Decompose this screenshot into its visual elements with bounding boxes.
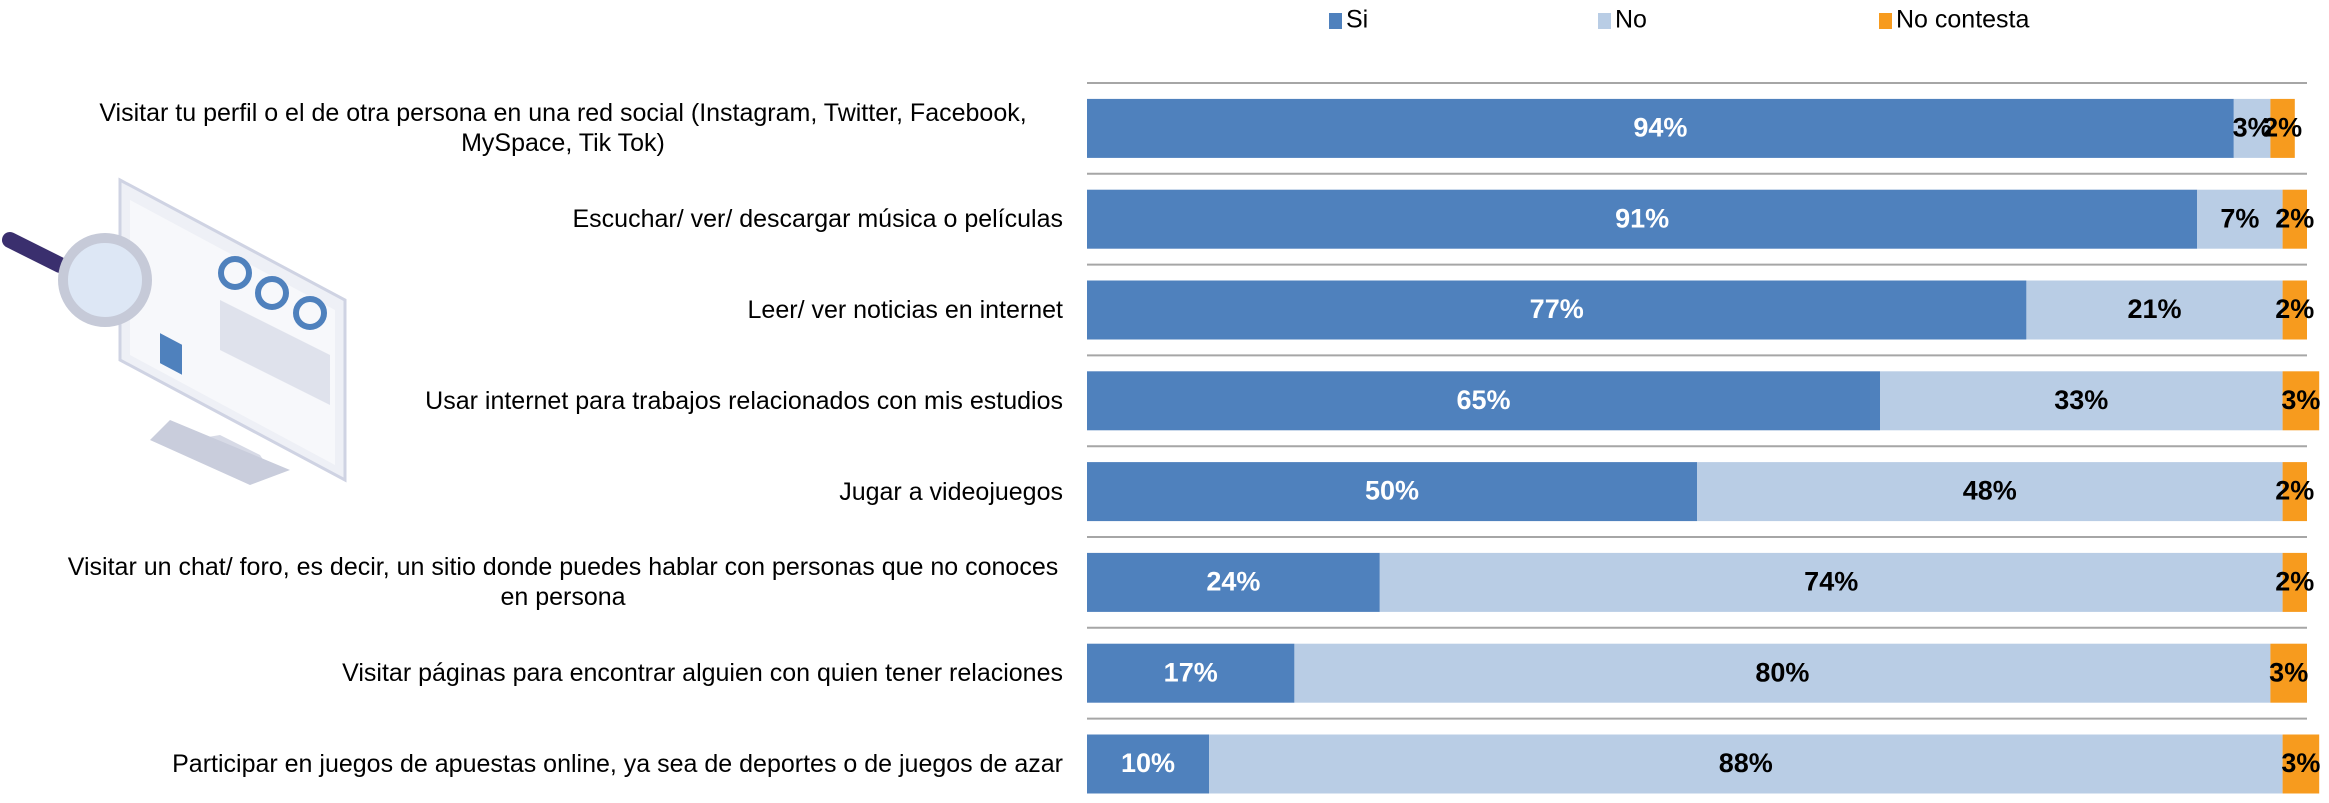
value-label: 80% xyxy=(1755,657,1809,687)
value-label: 2% xyxy=(2263,113,2302,143)
value-label: 3% xyxy=(2281,748,2320,778)
value-label: 65% xyxy=(1456,385,1510,415)
value-label: 2% xyxy=(2275,567,2314,597)
value-label: 24% xyxy=(1206,567,1260,597)
value-label: 21% xyxy=(2127,294,2181,324)
value-label: 33% xyxy=(2054,385,2108,415)
category-label: Participar en juegos de apuestas online,… xyxy=(63,749,1063,779)
value-label: 48% xyxy=(1963,476,2017,506)
value-label: 94% xyxy=(1633,113,1687,143)
category-label: Visitar un chat/ foro, es decir, un siti… xyxy=(63,552,1063,612)
category-label: Escuchar/ ver/ descargar música o pelícu… xyxy=(63,204,1063,234)
category-label: Leer/ ver noticias en internet xyxy=(63,295,1063,325)
value-label: 50% xyxy=(1365,476,1419,506)
chart-page: Si No No contesta 94% 3% 2% 91% 7% 2% 77% 21% 2% 65%… xyxy=(0,0,2329,803)
value-label: 88% xyxy=(1719,748,1773,778)
legend-label: Si xyxy=(1346,6,1368,34)
category-label: Jugar a videojuegos xyxy=(63,477,1063,507)
value-label: 7% xyxy=(2220,203,2259,233)
value-label: 3% xyxy=(2269,657,2308,687)
value-label: 2% xyxy=(2275,294,2314,324)
category-label: Usar internet para trabajos relacionados… xyxy=(63,386,1063,416)
value-label: 3% xyxy=(2281,385,2320,415)
value-label: 2% xyxy=(2275,203,2314,233)
category-label: Visitar páginas para encontrar alguien c… xyxy=(63,658,1063,688)
legend-swatch xyxy=(1329,13,1342,29)
value-label: 10% xyxy=(1121,748,1175,778)
value-label: 91% xyxy=(1615,203,1669,233)
value-label: 77% xyxy=(1530,294,1584,324)
value-label: 17% xyxy=(1164,657,1218,687)
legend-swatch xyxy=(1598,13,1611,29)
value-label: 74% xyxy=(1804,567,1858,597)
legend-label: No xyxy=(1615,6,1647,34)
value-label: 2% xyxy=(2275,476,2314,506)
category-label: Visitar tu perfil o el de otra persona e… xyxy=(63,98,1063,158)
legend-swatch xyxy=(1879,13,1892,29)
legend-label: No contesta xyxy=(1896,6,2030,34)
